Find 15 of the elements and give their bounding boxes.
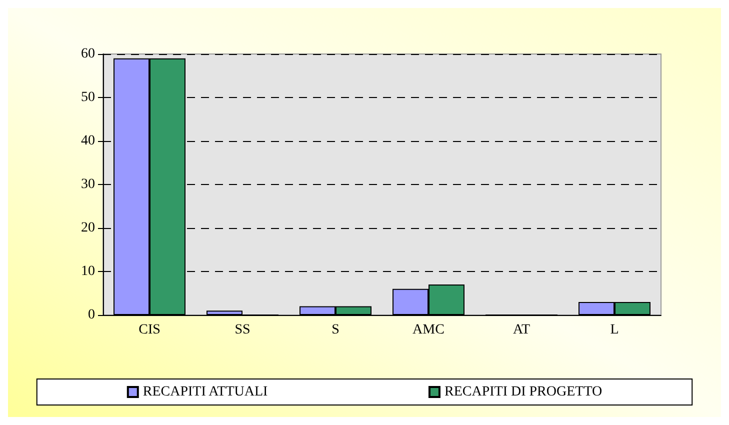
y-tick-label: 20 <box>81 220 95 236</box>
x-tick-label: AMC <box>412 322 444 338</box>
y-tick-label: 50 <box>81 90 95 105</box>
y-tick-label: 30 <box>81 177 95 192</box>
legend-label: RECAPITI ATTUALI <box>142 384 268 400</box>
x-tick-label: CIS <box>138 322 160 338</box>
x-tick-label: L <box>610 322 619 338</box>
y-tick-label: 60 <box>81 46 95 62</box>
x-tick-label: S <box>332 322 340 338</box>
legend-label: RECAPITI DI PROGETTO <box>444 384 602 400</box>
y-tick-label: 40 <box>81 134 95 148</box>
y-tick-label: 10 <box>81 264 95 279</box>
x-tick-label: AT <box>512 322 530 338</box>
x-tick-label: SS <box>234 322 250 338</box>
y-tick-label: 0 <box>88 308 95 322</box>
